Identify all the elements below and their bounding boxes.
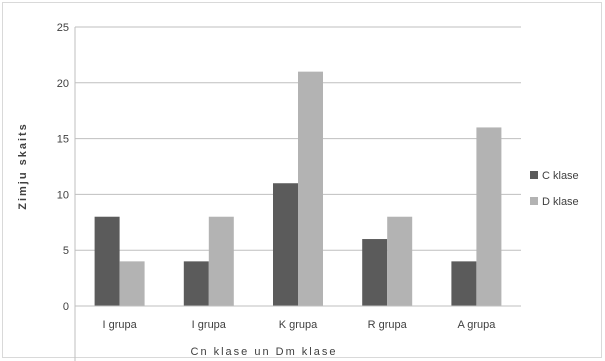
y-tick-label: 20 — [57, 78, 69, 90]
x-tick-label: A grupa — [457, 319, 496, 331]
y-tick-label: 10 — [57, 189, 69, 201]
x-tick-label: I grupa — [192, 319, 227, 331]
y-tick-label: 25 — [57, 22, 69, 34]
x-tick-label: R grupa — [368, 319, 408, 331]
bars — [94, 71, 502, 306]
legend: C klase D klase — [530, 170, 579, 208]
bar-d-klase-4 — [476, 127, 502, 306]
x-axis-title: Cn klase un Dm klase — [191, 346, 338, 358]
x-tick-labels: I grupa I grupa K grupa R grupa A grupa — [102, 319, 496, 331]
bar-c-klase-2 — [273, 183, 298, 306]
y-axis-title: Zimju skaits — [17, 122, 29, 210]
y-tick-labels: 0 5 10 15 20 25 — [57, 22, 69, 313]
bar-d-klase-1 — [208, 216, 234, 306]
y-tick-label: 0 — [63, 301, 69, 313]
bar-d-klase-2 — [298, 71, 323, 306]
legend-swatch-d-klase — [530, 197, 538, 205]
x-tick-label: I grupa — [102, 319, 137, 331]
bar-c-klase-0 — [94, 216, 120, 306]
bar-c-klase-3 — [362, 239, 388, 306]
bar-c-klase-4 — [451, 261, 477, 306]
legend-label-c-klase: C klase — [542, 170, 579, 182]
y-tick-label: 15 — [57, 134, 69, 146]
x-tick-label: K grupa — [279, 319, 318, 331]
bar-c-klase-1 — [183, 261, 209, 306]
bar-d-klase-0 — [119, 261, 145, 306]
bar-d-klase-3 — [387, 216, 413, 306]
y-tick-label: 5 — [63, 245, 69, 257]
legend-label-d-klase: D klase — [542, 196, 579, 208]
legend-swatch-c-klase — [530, 171, 538, 179]
